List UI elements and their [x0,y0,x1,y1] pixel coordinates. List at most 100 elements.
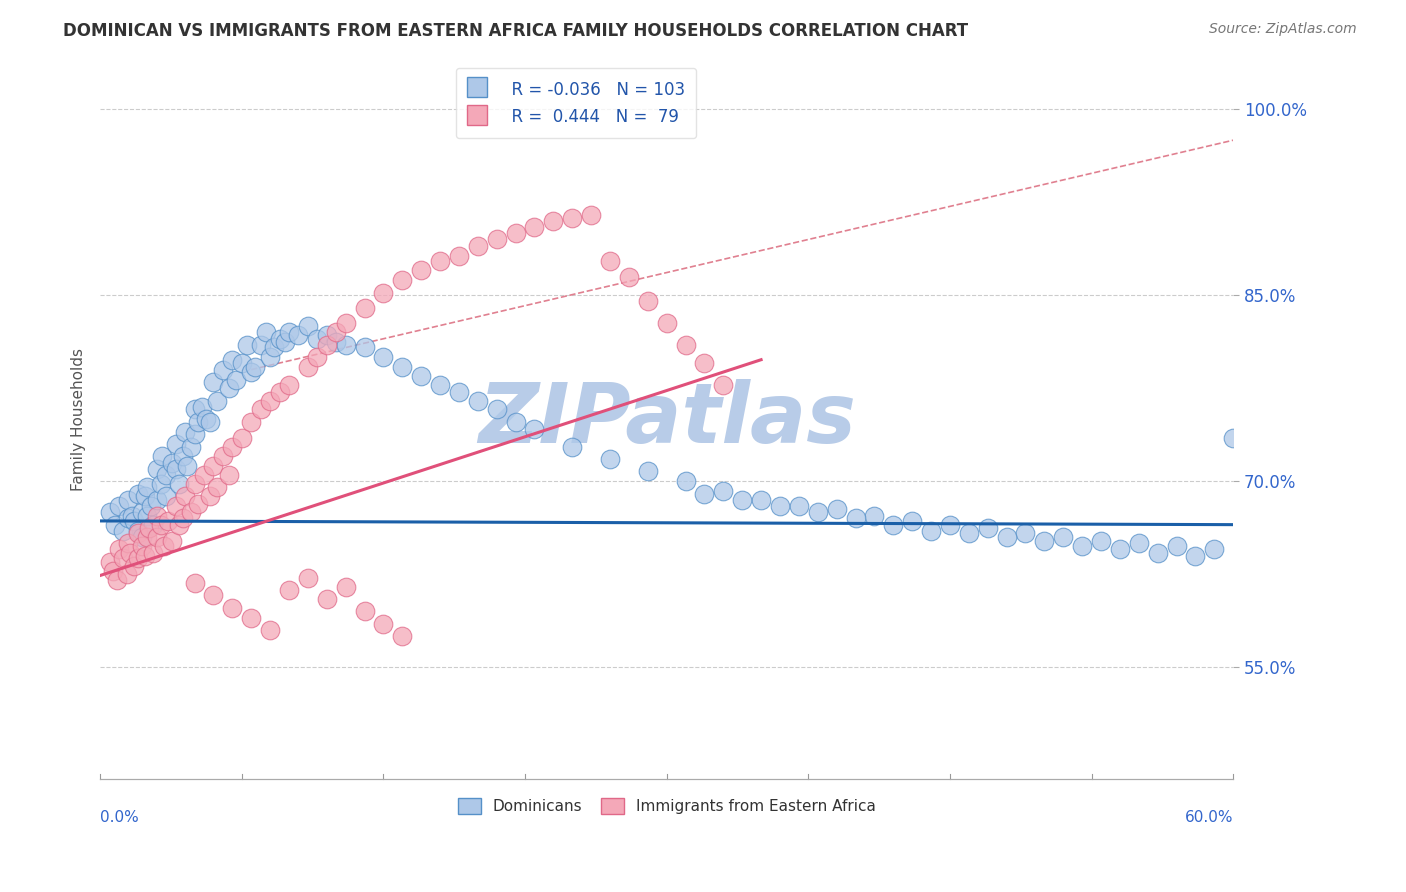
Point [561,211,583,226]
Point [138,521,160,535]
Point [1090,533,1112,548]
Point [957,526,980,541]
Point [269,384,291,399]
Point [505,415,527,429]
Point [485,232,508,246]
Point [221,352,243,367]
Point [142,517,165,532]
Point [693,486,716,500]
Point [136,508,159,523]
Point [146,530,169,544]
Point [411,368,433,383]
Point [146,462,169,476]
Point [1204,542,1226,557]
Point [187,497,209,511]
Point [131,530,153,544]
Point [447,248,470,262]
Point [637,464,659,478]
Legend: Dominicans, Immigrants from Eastern Africa: Dominicans, Immigrants from Eastern Afri… [450,790,883,822]
Point [749,492,772,507]
Point [231,356,253,370]
Point [231,431,253,445]
Point [391,629,413,643]
Point [218,381,240,395]
Point [183,402,205,417]
Point [249,338,271,352]
Point [391,273,413,287]
Point [243,360,266,375]
Point [187,415,209,429]
Point [787,499,810,513]
Point [212,362,235,376]
Point [160,533,183,548]
Point [429,377,451,392]
Point [236,338,259,352]
Point [198,489,221,503]
Point [149,517,172,532]
Point [218,468,240,483]
Text: Source: ZipAtlas.com: Source: ZipAtlas.com [1209,22,1357,37]
Point [131,539,153,553]
Point [134,549,156,563]
Text: ZIPatlas: ZIPatlas [478,379,856,459]
Point [155,468,177,483]
Point [221,440,243,454]
Point [103,564,125,578]
Point [711,484,734,499]
Point [146,492,169,507]
Point [205,480,228,494]
Point [325,326,347,340]
Point [1128,536,1150,550]
Point [153,539,176,553]
Point [523,422,546,436]
Point [429,253,451,268]
Point [561,440,583,454]
Point [995,530,1018,544]
Point [447,384,470,399]
Point [98,505,121,519]
Point [1109,542,1132,557]
Point [198,415,221,429]
Point [225,373,247,387]
Point [98,555,121,569]
Point [939,517,962,532]
Point [1071,539,1094,553]
Point [183,576,205,591]
Point [373,616,395,631]
Point [307,350,329,364]
Point [122,558,145,573]
Point [111,524,134,538]
Point [202,375,225,389]
Point [221,600,243,615]
Point [136,480,159,494]
Point [1166,539,1188,553]
Point [297,571,319,585]
Point [183,476,205,491]
Point [127,551,149,566]
Point [121,508,143,523]
Point [920,524,942,538]
Point [1014,526,1036,541]
Point [307,332,329,346]
Point [174,489,197,503]
Point [259,393,281,408]
Point [149,476,172,491]
Point [485,402,508,417]
Point [675,475,697,489]
Point [108,499,131,513]
Text: 60.0%: 60.0% [1185,810,1233,825]
Point [120,546,142,560]
Point [165,462,187,476]
Point [274,335,297,350]
Point [1222,431,1244,445]
Point [505,226,527,240]
Point [127,526,149,541]
Point [212,450,235,464]
Point [1052,530,1074,544]
Point [335,316,357,330]
Point [136,530,159,544]
Point [315,327,337,342]
Point [1184,549,1206,563]
Point [353,604,375,618]
Point [254,326,277,340]
